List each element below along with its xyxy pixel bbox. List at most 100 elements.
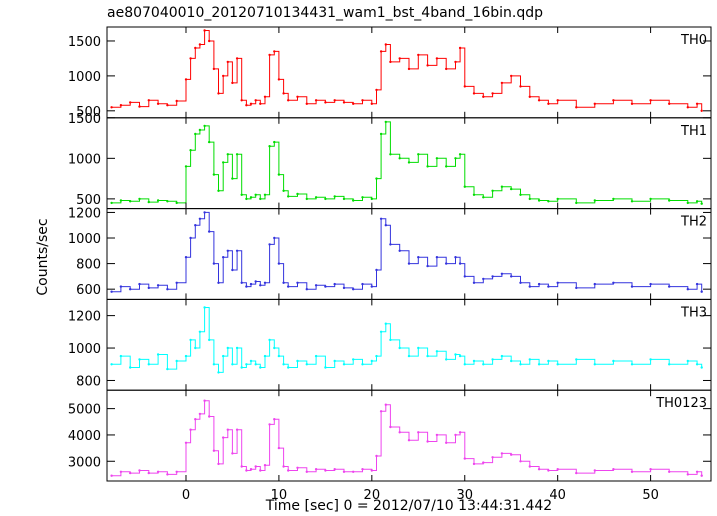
data-point bbox=[324, 101, 327, 104]
data-point bbox=[556, 468, 559, 471]
data-point bbox=[417, 256, 420, 259]
data-point bbox=[208, 39, 211, 43]
data-point bbox=[370, 469, 373, 472]
data-point bbox=[156, 470, 160, 473]
data-point bbox=[305, 470, 308, 473]
data-point bbox=[361, 468, 364, 471]
data-point bbox=[147, 363, 150, 366]
data-point bbox=[407, 67, 411, 71]
data-point bbox=[668, 199, 671, 202]
data-point bbox=[305, 102, 308, 106]
data-point bbox=[287, 99, 290, 102]
data-point bbox=[426, 354, 429, 358]
data-point bbox=[458, 153, 462, 156]
data-point bbox=[454, 157, 457, 160]
data-point bbox=[287, 195, 290, 198]
data-point bbox=[370, 285, 373, 288]
data-point bbox=[333, 99, 336, 102]
data-point bbox=[217, 92, 220, 95]
data-point bbox=[537, 468, 541, 471]
data-point bbox=[259, 197, 262, 201]
y-tick-label: 800 bbox=[76, 374, 101, 389]
data-point bbox=[398, 346, 401, 350]
x-tick-label: 50 bbox=[642, 488, 659, 503]
data-point bbox=[119, 470, 123, 473]
x-tick-label: 40 bbox=[549, 488, 566, 503]
data-point bbox=[305, 288, 308, 291]
data-point bbox=[296, 192, 299, 196]
data-point bbox=[110, 363, 113, 366]
data-point bbox=[500, 185, 504, 188]
data-point bbox=[384, 322, 387, 325]
data-point bbox=[208, 415, 211, 418]
data-point bbox=[129, 288, 132, 291]
data-point bbox=[435, 350, 439, 353]
data-point bbox=[119, 199, 123, 202]
data-point bbox=[575, 358, 578, 361]
data-point bbox=[695, 200, 699, 203]
data-point bbox=[254, 193, 257, 196]
data-point bbox=[277, 446, 281, 450]
data-point bbox=[166, 367, 169, 371]
data-points-th1 bbox=[110, 120, 703, 205]
data-point bbox=[472, 281, 476, 284]
data-point bbox=[235, 249, 239, 252]
data-point bbox=[463, 185, 466, 188]
data-point bbox=[482, 196, 485, 199]
data-point bbox=[445, 262, 448, 265]
panel-label-th0123: TH0123 bbox=[655, 396, 707, 411]
data-point bbox=[314, 354, 318, 358]
data-point bbox=[194, 346, 197, 350]
data-point bbox=[556, 281, 559, 284]
data-point bbox=[575, 471, 578, 475]
data-point bbox=[282, 281, 285, 284]
data-point bbox=[217, 189, 220, 192]
data-point bbox=[575, 286, 578, 290]
data-point bbox=[510, 187, 513, 191]
data-point bbox=[314, 468, 318, 471]
data-point bbox=[426, 165, 429, 168]
data-point bbox=[129, 471, 132, 475]
data-points-th0 bbox=[110, 29, 703, 113]
data-point bbox=[375, 454, 378, 458]
data-point bbox=[226, 153, 229, 156]
data-point bbox=[407, 161, 411, 164]
data-point bbox=[379, 330, 383, 333]
data-point bbox=[254, 99, 257, 102]
data-point bbox=[398, 157, 401, 160]
data-point bbox=[342, 101, 346, 104]
data-point bbox=[556, 197, 559, 201]
data-point bbox=[296, 359, 299, 363]
data-point bbox=[547, 200, 550, 203]
y-tick-label: 4000 bbox=[68, 429, 101, 444]
data-point bbox=[537, 363, 541, 366]
data-point bbox=[407, 262, 411, 265]
data-point bbox=[668, 285, 671, 288]
data-point bbox=[458, 262, 462, 265]
data-point bbox=[519, 363, 522, 366]
data-point bbox=[695, 282, 699, 286]
data-point bbox=[166, 200, 169, 203]
data-point bbox=[649, 197, 652, 201]
data-point bbox=[324, 197, 327, 201]
data-point bbox=[198, 128, 202, 132]
data-point bbox=[500, 272, 504, 275]
data-point bbox=[119, 354, 123, 358]
data-point bbox=[361, 282, 364, 286]
data-point bbox=[379, 410, 383, 413]
data-point bbox=[361, 99, 364, 102]
data-point bbox=[700, 290, 703, 293]
data-point bbox=[472, 193, 476, 196]
data-point bbox=[208, 230, 211, 233]
data-points-th0123 bbox=[110, 399, 703, 477]
panel-frame bbox=[106, 26, 712, 119]
data-point bbox=[700, 366, 703, 369]
data-point bbox=[287, 285, 290, 288]
y-tick-label: 5000 bbox=[68, 403, 101, 418]
data-point bbox=[138, 358, 141, 361]
data-point bbox=[208, 140, 211, 144]
data-point bbox=[189, 57, 192, 60]
data-point bbox=[342, 197, 346, 201]
data-point bbox=[217, 371, 220, 374]
data-point bbox=[389, 243, 392, 246]
